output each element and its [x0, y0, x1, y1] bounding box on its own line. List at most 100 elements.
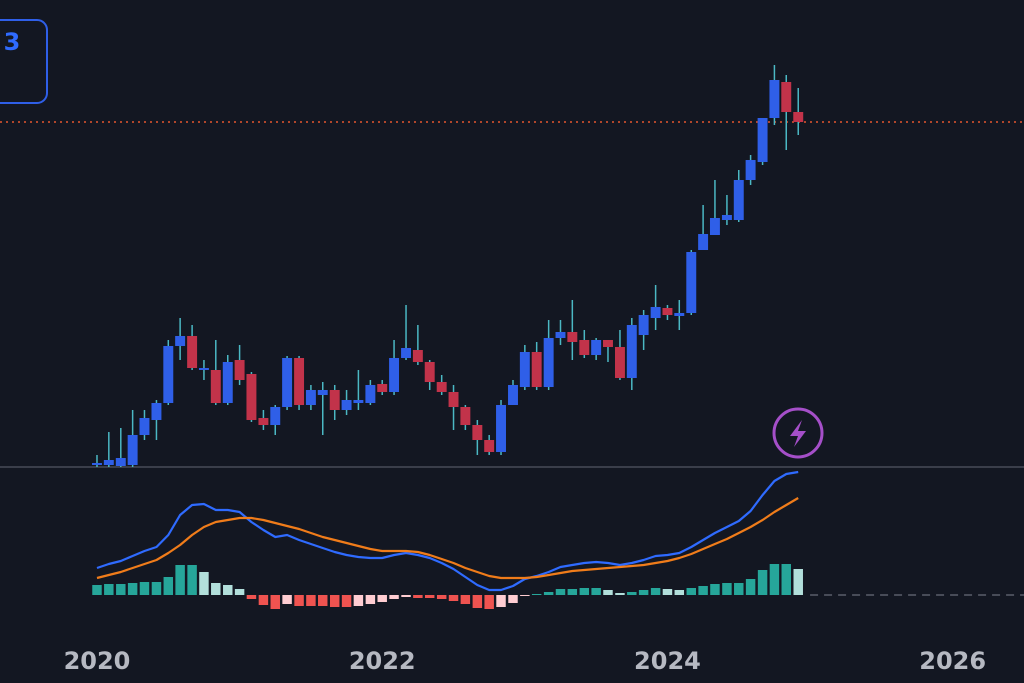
histogram-bar — [769, 564, 780, 595]
candle-body — [294, 358, 305, 405]
candle-body — [614, 347, 625, 378]
candle-body — [436, 382, 447, 392]
candle-body — [115, 458, 126, 466]
candle-body — [484, 440, 495, 452]
histogram-bar — [329, 595, 340, 607]
candle-body — [163, 346, 174, 403]
histogram-bar — [674, 590, 685, 595]
histogram-bar — [306, 595, 316, 606]
histogram-bar — [567, 589, 578, 595]
candle-body — [603, 340, 613, 347]
histogram-bar — [745, 579, 756, 595]
candle-body — [353, 400, 364, 403]
candle-body — [626, 325, 637, 378]
histogram-bar — [436, 595, 447, 599]
candle-body — [448, 392, 459, 407]
histogram-bar — [757, 570, 768, 595]
histogram-bar — [234, 589, 245, 595]
histogram-bar — [603, 590, 613, 595]
histogram-bar — [139, 582, 150, 595]
candle-body — [210, 370, 221, 403]
histogram-bar — [793, 569, 803, 595]
candle-body — [365, 385, 376, 403]
candle-body — [139, 418, 150, 435]
histogram-bar — [258, 595, 269, 605]
candle-body — [721, 215, 732, 220]
candle-body — [151, 403, 162, 420]
histogram-bar — [413, 595, 423, 598]
candle-body — [103, 460, 114, 465]
candle-body — [222, 362, 233, 403]
histogram-bar — [472, 595, 483, 608]
histogram-bar — [377, 595, 387, 602]
candle-body — [543, 338, 554, 387]
candle-body — [555, 332, 566, 338]
histogram-bar — [508, 595, 518, 603]
candle-body — [127, 435, 138, 465]
candle-body — [401, 348, 412, 358]
histogram-bar — [734, 583, 744, 595]
candle-body — [258, 418, 269, 425]
histogram-bar — [615, 593, 625, 595]
histogram-bar — [341, 595, 352, 607]
histogram-bar — [781, 564, 791, 595]
histogram-bar — [151, 582, 162, 595]
histogram-bar — [92, 585, 102, 595]
badge-text[interactable]: 3 — [4, 28, 21, 56]
histogram-bar — [627, 592, 637, 595]
histogram-bar — [448, 595, 459, 601]
candle-body — [246, 374, 257, 420]
x-tick-label: 2024 — [634, 647, 701, 675]
histogram-bar — [579, 588, 590, 595]
histogram-bar — [710, 584, 720, 595]
histogram-bar — [401, 595, 411, 597]
candle-body — [733, 180, 744, 220]
candle-body — [709, 218, 720, 235]
candle-body — [270, 407, 281, 425]
icon-bolt[interactable] — [790, 420, 806, 447]
histogram-bar — [104, 584, 114, 595]
candle-body — [781, 82, 792, 112]
macd-line — [96, 497, 799, 580]
candle-body — [496, 405, 506, 452]
candle-body — [341, 400, 352, 410]
candle-body — [579, 340, 590, 355]
candle-body — [282, 358, 293, 407]
candle-body — [187, 336, 198, 368]
histogram-bar — [365, 595, 376, 604]
candle-body — [686, 252, 697, 313]
candle-body — [329, 390, 340, 410]
candle-body — [424, 362, 435, 382]
histogram-bar — [389, 595, 399, 599]
x-tick-label: 2026 — [919, 647, 986, 675]
candle-body — [519, 352, 530, 387]
histogram-bar — [686, 588, 697, 595]
candle-body — [638, 315, 649, 335]
candle-body — [472, 425, 483, 440]
candle-body — [412, 350, 423, 362]
histogram-bar — [199, 572, 209, 595]
candle-body — [591, 340, 602, 355]
icon-circle[interactable] — [772, 407, 824, 459]
histogram-bar — [318, 595, 328, 606]
histogram-bar — [187, 565, 197, 595]
histogram-bar — [270, 595, 280, 609]
candle-body — [234, 360, 245, 380]
histogram-bar — [223, 585, 233, 595]
candle-body — [508, 385, 518, 405]
histogram-bar — [460, 595, 471, 604]
histogram-bar — [116, 584, 126, 595]
candle-body — [531, 352, 542, 387]
histogram-bar — [638, 590, 649, 595]
histogram-bar — [211, 583, 221, 595]
candle-body — [769, 80, 780, 118]
lightning-icon[interactable] — [772, 407, 824, 459]
badge-box[interactable] — [0, 19, 48, 104]
candle-body — [305, 390, 316, 405]
candle-body — [377, 384, 388, 392]
candle-body — [317, 390, 328, 395]
histogram-bar — [496, 595, 506, 607]
